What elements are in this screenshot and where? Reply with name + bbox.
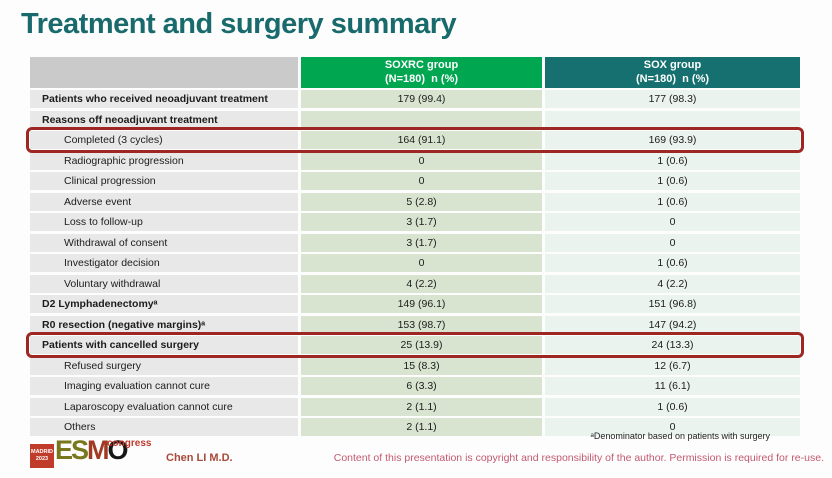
row-label: Reasons off neoadjuvant treatment [30,110,298,129]
header-sox-line2: (N=180) n (%) [635,72,710,85]
soxrc-value: 25 (13.9) [301,336,542,354]
sox-value: 1 (0.6) [545,192,800,211]
table-row: R0 resection (negative margins)ᵃ 153 (98.… [30,315,800,334]
table-row: Voluntary withdrawal 4 (2.2) 4 (2.2) [30,274,800,293]
sox-value: 1 (0.6) [545,151,800,170]
table-row: Radiographic progression 0 1 (0.6) [30,151,800,170]
table-row: D2 Lymphadenectomyᵃ 149 (96.1) 151 (96.8) [30,295,800,313]
row-label: Others [30,418,298,436]
congress-label: congress [107,438,152,449]
row-label: Withdrawal of consent [30,233,298,252]
sox-value: 12 (6.7) [545,356,800,375]
table-row: Adverse event 5 (2.8) 1 (0.6) [30,192,800,211]
table-row: Withdrawal of consent 3 (1.7) 0 [30,233,800,252]
sox-value [545,110,800,129]
summary-table: SOXRC group (N=180) n (%) SOX group (N=1… [26,57,804,439]
soxrc-value: 0 [301,151,542,170]
page-title: Treatment and surgery summary [21,8,457,40]
row-label: Patients with cancelled surgery [30,336,298,354]
esmo-wordmark: ESMO [55,435,129,466]
sox-value: 169 (93.9) [545,131,800,149]
table-row: Clinical progression 0 1 (0.6) [30,172,800,190]
soxrc-value: 3 (1.7) [301,213,542,231]
row-label: D2 Lymphadenectomyᵃ [30,295,298,313]
sox-value: 24 (13.3) [545,336,800,354]
esmo-letter-m: M [87,435,109,465]
badge-year: 2023 [35,456,49,462]
header-soxrc-group: SOXRC group (N=180) n (%) [301,57,542,88]
row-label: Investigator decision [30,254,298,272]
table-header-row: SOXRC group (N=180) n (%) SOX group (N=1… [30,57,800,88]
soxrc-value [301,110,542,129]
sox-value: 0 [545,233,800,252]
header-sox-line1: SOX group [643,59,702,71]
row-label: Voluntary withdrawal [30,274,298,293]
soxrc-value: 4 (2.2) [301,274,542,293]
soxrc-value: 6 (3.3) [301,377,542,395]
sox-value: 147 (94.2) [545,315,800,334]
row-label: Imaging evaluation cannot cure [30,377,298,395]
sox-value: 177 (98.3) [545,90,800,108]
denominator-footnote: ᵃDenominator based on patients with surg… [590,431,770,441]
soxrc-value: 3 (1.7) [301,233,542,252]
sox-value: 11 (6.1) [545,377,800,395]
row-label: Adverse event [30,192,298,211]
soxrc-value: 0 [301,254,542,272]
row-label: Clinical progression [30,172,298,190]
table-row: Laparoscopy evaluation cannot cure 2 (1.1… [30,397,800,416]
madrid-2023-badge: MADRID 2023 [30,444,54,468]
soxrc-value: 15 (8.3) [301,356,542,375]
soxrc-value: 5 (2.8) [301,192,542,211]
table-row-highlighted: Completed (3 cycles) 164 (91.1) 169 (93.9) [26,127,804,153]
soxrc-value: 164 (91.1) [301,131,542,149]
header-empty-cell [30,57,298,88]
esmo-congress-logo: MADRID 2023 ESMO congress [30,435,165,472]
table-body: Patients who received neoadjuvant treatm… [26,90,804,436]
row-label: Radiographic progression [30,151,298,170]
table-row: Reasons off neoadjuvant treatment [30,110,800,129]
row-label: R0 resection (negative margins)ᵃ [30,315,298,334]
soxrc-value: 153 (98.7) [301,315,542,334]
table-row: Patients who received neoadjuvant treatm… [30,90,800,108]
soxrc-value: 0 [301,172,542,190]
row-label: Laparoscopy evaluation cannot cure [30,397,298,416]
sox-value: 1 (0.6) [545,172,800,190]
sox-value: 151 (96.8) [545,295,800,313]
soxrc-value: 2 (1.1) [301,418,542,436]
table-row: Investigator decision 0 1 (0.6) [30,254,800,272]
soxrc-value: 2 (1.1) [301,397,542,416]
sox-value: 0 [545,418,800,436]
soxrc-value: 149 (96.1) [301,295,542,313]
table-row: Imaging evaluation cannot cure 6 (3.3) 11 … [30,377,800,395]
sox-value: 1 (0.6) [545,254,800,272]
header-soxrc-line1: SOXRC group [384,59,459,71]
row-label: Refused surgery [30,356,298,375]
table-row: Refused surgery 15 (8.3) 12 (6.7) [30,356,800,375]
table-row: Others 2 (1.1) 0 [30,418,800,436]
table-row: Loss to follow-up 3 (1.7) 0 [30,213,800,231]
table-row-highlighted: Patients with cancelled surgery 25 (13.9)… [26,332,804,358]
header-soxrc-line2: (N=180) n (%) [384,72,459,85]
row-label: Loss to follow-up [30,213,298,231]
esmo-letter-e: E [55,435,73,465]
esmo-letter-o: O [107,435,129,465]
soxrc-value: 179 (99.4) [301,90,542,108]
author-name: Chen LI M.D. [166,452,233,464]
esmo-letter-s: S [71,435,89,465]
badge-city: MADRID [31,449,53,455]
sox-value: 4 (2.2) [545,274,800,293]
sox-value: 0 [545,213,800,231]
copyright-notice: Content of this presentation is copyrigh… [333,452,824,464]
row-label: Patients who received neoadjuvant treatm… [30,90,298,108]
sox-value: 1 (0.6) [545,397,800,416]
header-sox-group: SOX group (N=180) n (%) [545,57,800,88]
row-label: Completed (3 cycles) [30,131,298,149]
